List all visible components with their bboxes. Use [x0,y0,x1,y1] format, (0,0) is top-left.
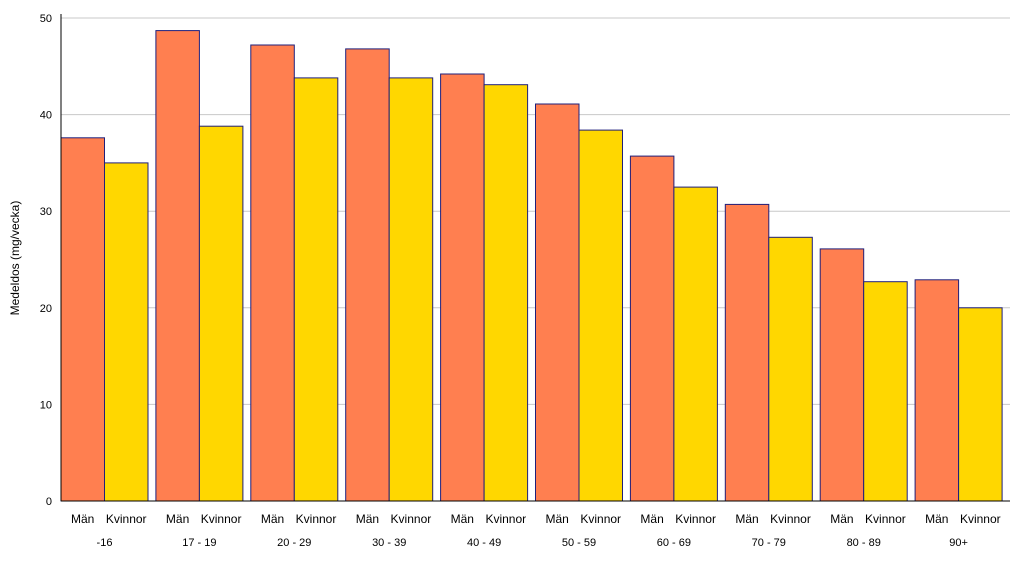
series-label: Män [735,512,758,526]
bar-Kvinnor-50 - 59 [578,129,623,502]
category-label: 90+ [949,537,968,549]
y-tick-labels: 0 10 20 30 40 50 [40,13,52,508]
series-label: Män [166,512,189,526]
category-label: 17 - 19 [182,537,216,549]
y-tick-label: 30 [40,206,52,218]
category-label: -16 [97,537,113,549]
bar-Kvinnor-17 - 19 [198,125,244,502]
category-label: 80 - 89 [847,537,881,549]
series-label: Män [451,512,474,526]
series-label: Kvinnor [391,512,432,526]
bar-Män--16 [60,137,105,502]
bar-Kvinnor-80 - 89 [863,281,908,502]
category-label: 30 - 39 [372,537,406,549]
bar-Män-80 - 89 [819,248,865,502]
bar-Män-40 - 49 [440,73,485,502]
bar-Män-70 - 79 [724,203,770,502]
series-label: Kvinnor [960,512,1001,526]
series-label: Kvinnor [675,512,716,526]
axes [60,14,1010,502]
bar-Kvinnor-60 - 69 [673,186,718,502]
series-label: Kvinnor [201,512,242,526]
y-tick-label: 10 [40,399,52,411]
bar-Kvinnor--16 [104,162,149,502]
bar-Män-90+ [914,279,960,502]
series-label: Män [71,512,94,526]
bar-Män-17 - 19 [155,30,200,502]
bar-Kvinnor-70 - 79 [768,236,813,502]
series-label: Män [925,512,948,526]
series-label: Män [830,512,853,526]
series-label: Kvinnor [865,512,906,526]
category-label: 60 - 69 [657,537,691,549]
series-label: Kvinnor [770,512,811,526]
category-label: 20 - 29 [277,537,311,549]
bar-Män-60 - 69 [629,155,675,502]
series-label: Kvinnor [580,512,621,526]
series-label: Kvinnor [296,512,337,526]
category-label: 40 - 49 [467,537,501,549]
bar-Kvinnor-40 - 49 [483,84,529,502]
bar-Kvinnor-30 - 39 [388,77,434,502]
y-axis-title: Medeldos (mg/vecka) [8,201,22,316]
series-label: Män [640,512,663,526]
bars [60,30,1003,502]
y-tick-label: 40 [40,110,52,122]
category-label: 50 - 59 [562,537,596,549]
bar-Kvinnor-90+ [958,307,1003,502]
bar-Män-50 - 59 [535,103,580,502]
series-label: Män [546,512,569,526]
category-label: 70 - 79 [752,537,786,549]
series-label: Män [356,512,379,526]
bar-Kvinnor-20 - 29 [293,77,339,502]
y-tick-label: 0 [46,496,52,508]
series-label: Kvinnor [485,512,526,526]
bar-Män-30 - 39 [345,48,390,502]
series-label: Kvinnor [106,512,147,526]
y-tick-label: 20 [40,303,52,315]
bar-Män-20 - 29 [250,44,295,502]
series-label: Män [261,512,284,526]
y-tick-label: 50 [40,13,52,25]
